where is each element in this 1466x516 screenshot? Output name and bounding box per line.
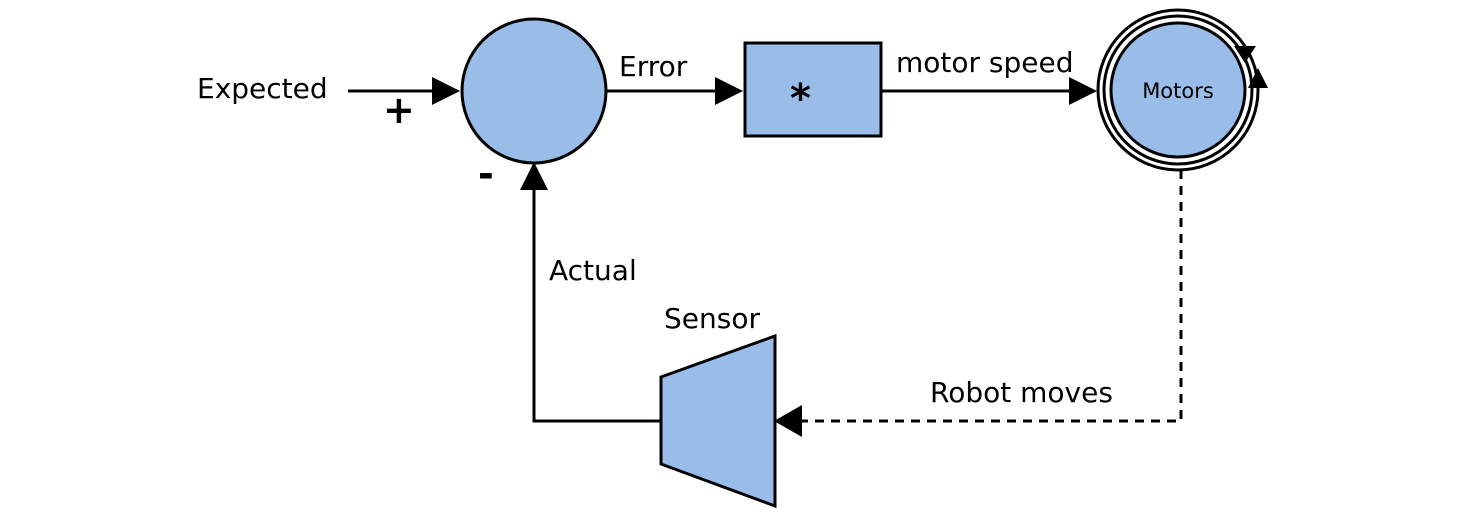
actual-arrowhead [520,162,548,190]
sensor-block [659,333,777,509]
rotation-arrowhead-lower [1248,68,1268,88]
rotation-arrowhead-upper [1234,46,1256,63]
multiply-symbol: * [790,76,811,122]
motors-label: Motors [1142,79,1214,103]
error-label: Error [619,50,688,83]
actual-label: Actual [549,254,637,287]
robot-moves-label: Robot moves [930,376,1113,409]
expected-arrowhead [432,77,460,105]
motor-speed-arrowhead [1069,77,1097,105]
expected-label: Expected [197,72,328,105]
summing-junction [460,17,608,165]
multiplier-block [743,41,883,138]
error-arrowhead [715,77,743,105]
actual-path [532,186,661,423]
robot-moves-dashed-path [800,170,1183,423]
plus-sign: + [383,88,415,132]
robot-moves-arrowhead [774,405,802,437]
motors-node [1109,21,1247,159]
motor-speed-label: motor speed [896,46,1074,79]
minus-sign: - [478,152,494,196]
sensor-label: Sensor [664,302,760,335]
